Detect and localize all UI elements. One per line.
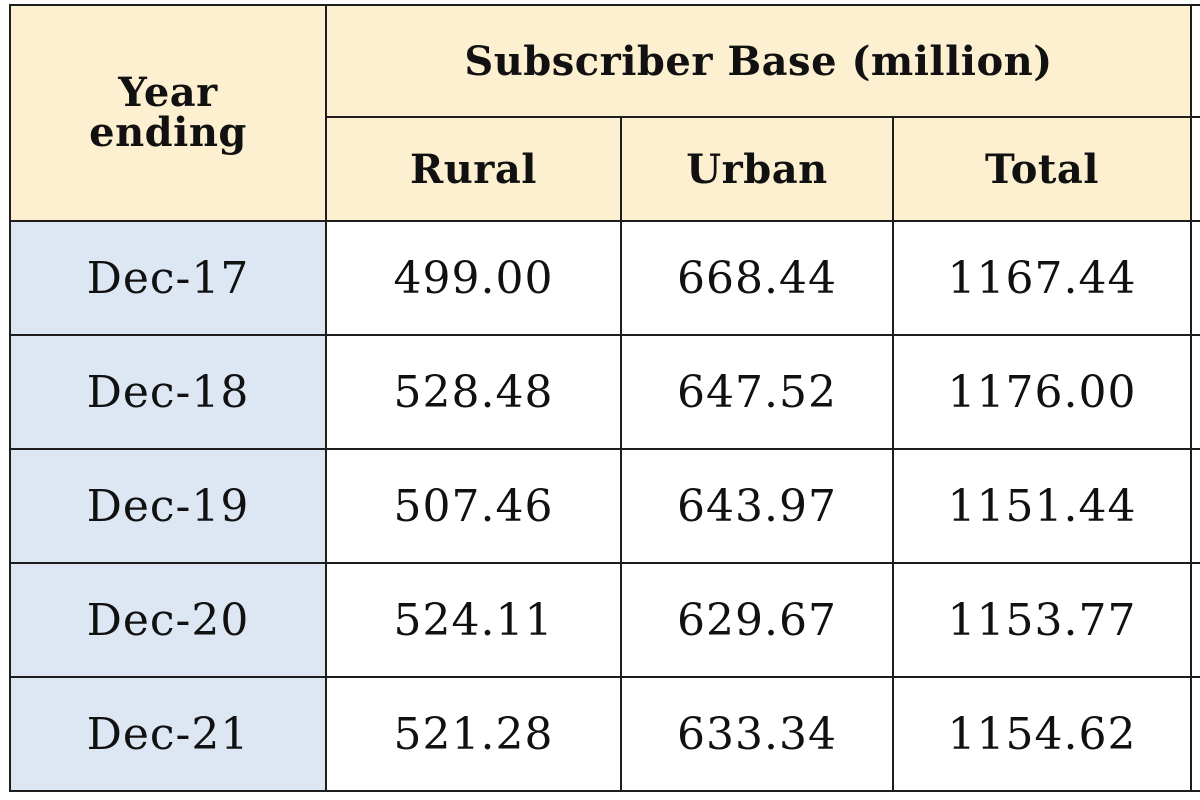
header-row-sub: Rural Urban Total bbox=[10, 116, 1200, 222]
year-cell: Dec-19 bbox=[9, 448, 327, 564]
cropped-column-header bbox=[1190, 4, 1200, 118]
table-row: Dec-20 524.11 629.67 1153.77 bbox=[9, 562, 1200, 678]
rural-cell: 521.28 bbox=[325, 676, 622, 792]
table-row: Dec-21 521.28 633.34 1154.62 bbox=[9, 676, 1200, 792]
year-cell: Dec-20 bbox=[9, 562, 327, 678]
total-cell: 1154.62 bbox=[892, 676, 1192, 792]
cropped-cell bbox=[1190, 562, 1200, 678]
year-cell: Dec-18 bbox=[9, 334, 327, 450]
year-ending-header-line1: Year bbox=[118, 69, 218, 116]
urban-column-header: Urban bbox=[620, 116, 894, 222]
urban-cell: 633.34 bbox=[620, 676, 894, 792]
total-cell: 1151.44 bbox=[892, 448, 1192, 564]
cropped-cell bbox=[1190, 448, 1200, 564]
subscriber-base-header: Subscriber Base (million) bbox=[325, 4, 1192, 118]
urban-cell: 629.67 bbox=[620, 562, 894, 678]
cropped-column-subheader bbox=[1190, 116, 1200, 222]
cropped-cell bbox=[1190, 220, 1200, 336]
year-ending-header: Year ending bbox=[9, 4, 327, 222]
table-row: Dec-17 499.00 668.44 1167.44 bbox=[9, 220, 1200, 336]
rural-column-header: Rural bbox=[325, 116, 622, 222]
subscriber-table: Year ending Subscriber Base (million) Ru… bbox=[9, 4, 1200, 792]
year-cell: Dec-17 bbox=[9, 220, 327, 336]
rural-cell: 507.46 bbox=[325, 448, 622, 564]
rural-cell: 528.48 bbox=[325, 334, 622, 450]
year-ending-header-line2: ending bbox=[89, 109, 247, 156]
table-row: Dec-18 528.48 647.52 1176.00 bbox=[9, 334, 1200, 450]
urban-cell: 668.44 bbox=[620, 220, 894, 336]
year-cell: Dec-21 bbox=[9, 676, 327, 792]
table-row: Dec-19 507.46 643.97 1151.44 bbox=[9, 448, 1200, 564]
rural-cell: 499.00 bbox=[325, 220, 622, 336]
cropped-cell bbox=[1190, 334, 1200, 450]
urban-cell: 647.52 bbox=[620, 334, 894, 450]
total-cell: 1153.77 bbox=[892, 562, 1192, 678]
total-cell: 1176.00 bbox=[892, 334, 1192, 450]
rural-cell: 524.11 bbox=[325, 562, 622, 678]
total-cell: 1167.44 bbox=[892, 220, 1192, 336]
total-column-header: Total bbox=[892, 116, 1192, 222]
cropped-cell bbox=[1190, 676, 1200, 792]
header-row-top: Year ending Subscriber Base (million) bbox=[9, 4, 1200, 222]
urban-cell: 643.97 bbox=[620, 448, 894, 564]
